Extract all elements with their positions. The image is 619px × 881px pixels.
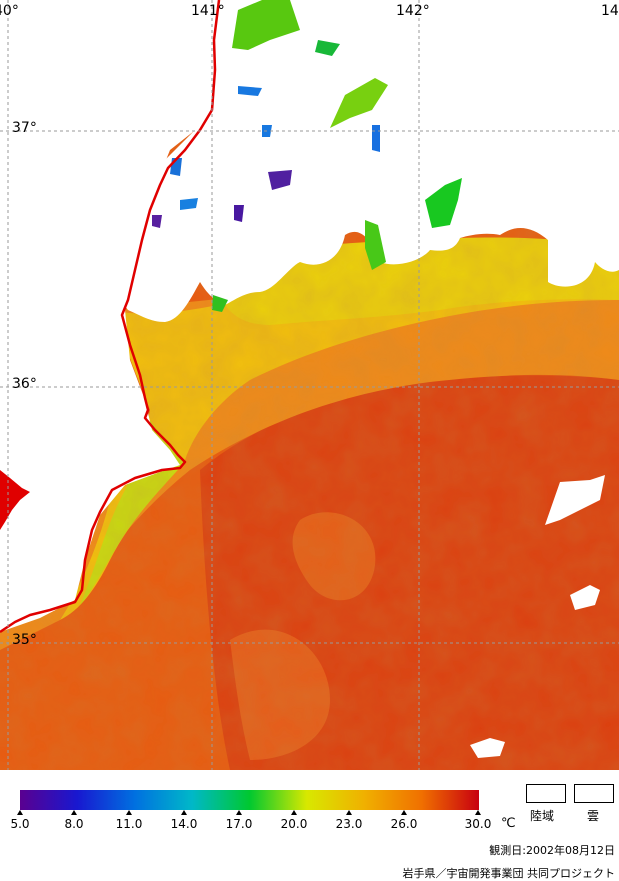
land-label: 陸域 [530, 809, 555, 823]
tick-mark [236, 810, 242, 815]
cold-patch-5 [330, 78, 388, 128]
legend-tick-label: 17.0 [225, 817, 253, 831]
land-japan [0, 0, 219, 632]
cold-patch-14 [180, 198, 198, 210]
tick-mark [71, 810, 77, 815]
land-swatch [526, 784, 566, 803]
cold-patch-8 [234, 205, 244, 222]
latitude-label-35: 35° [12, 632, 37, 648]
legend-tick-label: 30.0 [464, 817, 492, 831]
cold-patch-1 [425, 178, 462, 228]
cold-patch-6 [315, 40, 340, 56]
project-credit: 岩手県／宇宙開発事業団 共同プロジェクト [402, 867, 616, 880]
tick-mark [346, 810, 352, 815]
latitude-label-37: 37° [12, 120, 37, 136]
legend-tick-label: 26.0 [390, 817, 418, 831]
tick-mark [17, 810, 23, 815]
latitude-label-36: 36° [12, 376, 37, 392]
legend-tick-label: 20.0 [280, 817, 308, 831]
longitude-label-143: 14 [601, 3, 619, 19]
cloud-label: 雲 [587, 809, 600, 823]
observation-date: 観測日:2002年08月12日 [489, 844, 615, 857]
longitude-label-140: 40° [0, 3, 19, 19]
cold-patch-4 [232, 0, 300, 50]
tick-mark [126, 810, 132, 815]
legend-tick-label: 23.0 [335, 817, 363, 831]
legend-tick-label: 8.0 [64, 817, 84, 831]
graticule [0, 0, 619, 770]
cloud-mask-east [545, 475, 605, 525]
cloud-mask-south [470, 738, 505, 758]
tick-mark [475, 810, 481, 815]
west-red-feature [0, 470, 30, 530]
temperature-color-bar [20, 790, 479, 810]
coastline [0, 0, 221, 634]
cold-patch-12 [238, 86, 262, 96]
tick-mark [401, 810, 407, 815]
cold-patch-7 [268, 170, 292, 190]
legend-tick-label: 5.0 [10, 817, 30, 831]
cold-patch-11 [372, 125, 380, 152]
cloud-mask-east-2 [570, 585, 600, 610]
legend-tick-label: 14.0 [170, 817, 198, 831]
tick-mark [291, 810, 297, 815]
longitude-label-142: 142° [396, 3, 430, 19]
legend-unit: ℃ [501, 816, 516, 831]
legend-tick-label: 11.0 [115, 817, 143, 831]
cold-patch-3 [365, 220, 386, 270]
longitude-label-141: 141° [191, 3, 225, 19]
tick-mark [181, 810, 187, 815]
sea-surface-temperature-map [0, 0, 619, 770]
cloud-swatch [574, 784, 614, 803]
cloud-mask-north [120, 0, 619, 322]
cold-patch-2 [212, 295, 228, 312]
colorbar-tick-marks [17, 810, 481, 815]
cold-patch-13 [152, 215, 162, 228]
